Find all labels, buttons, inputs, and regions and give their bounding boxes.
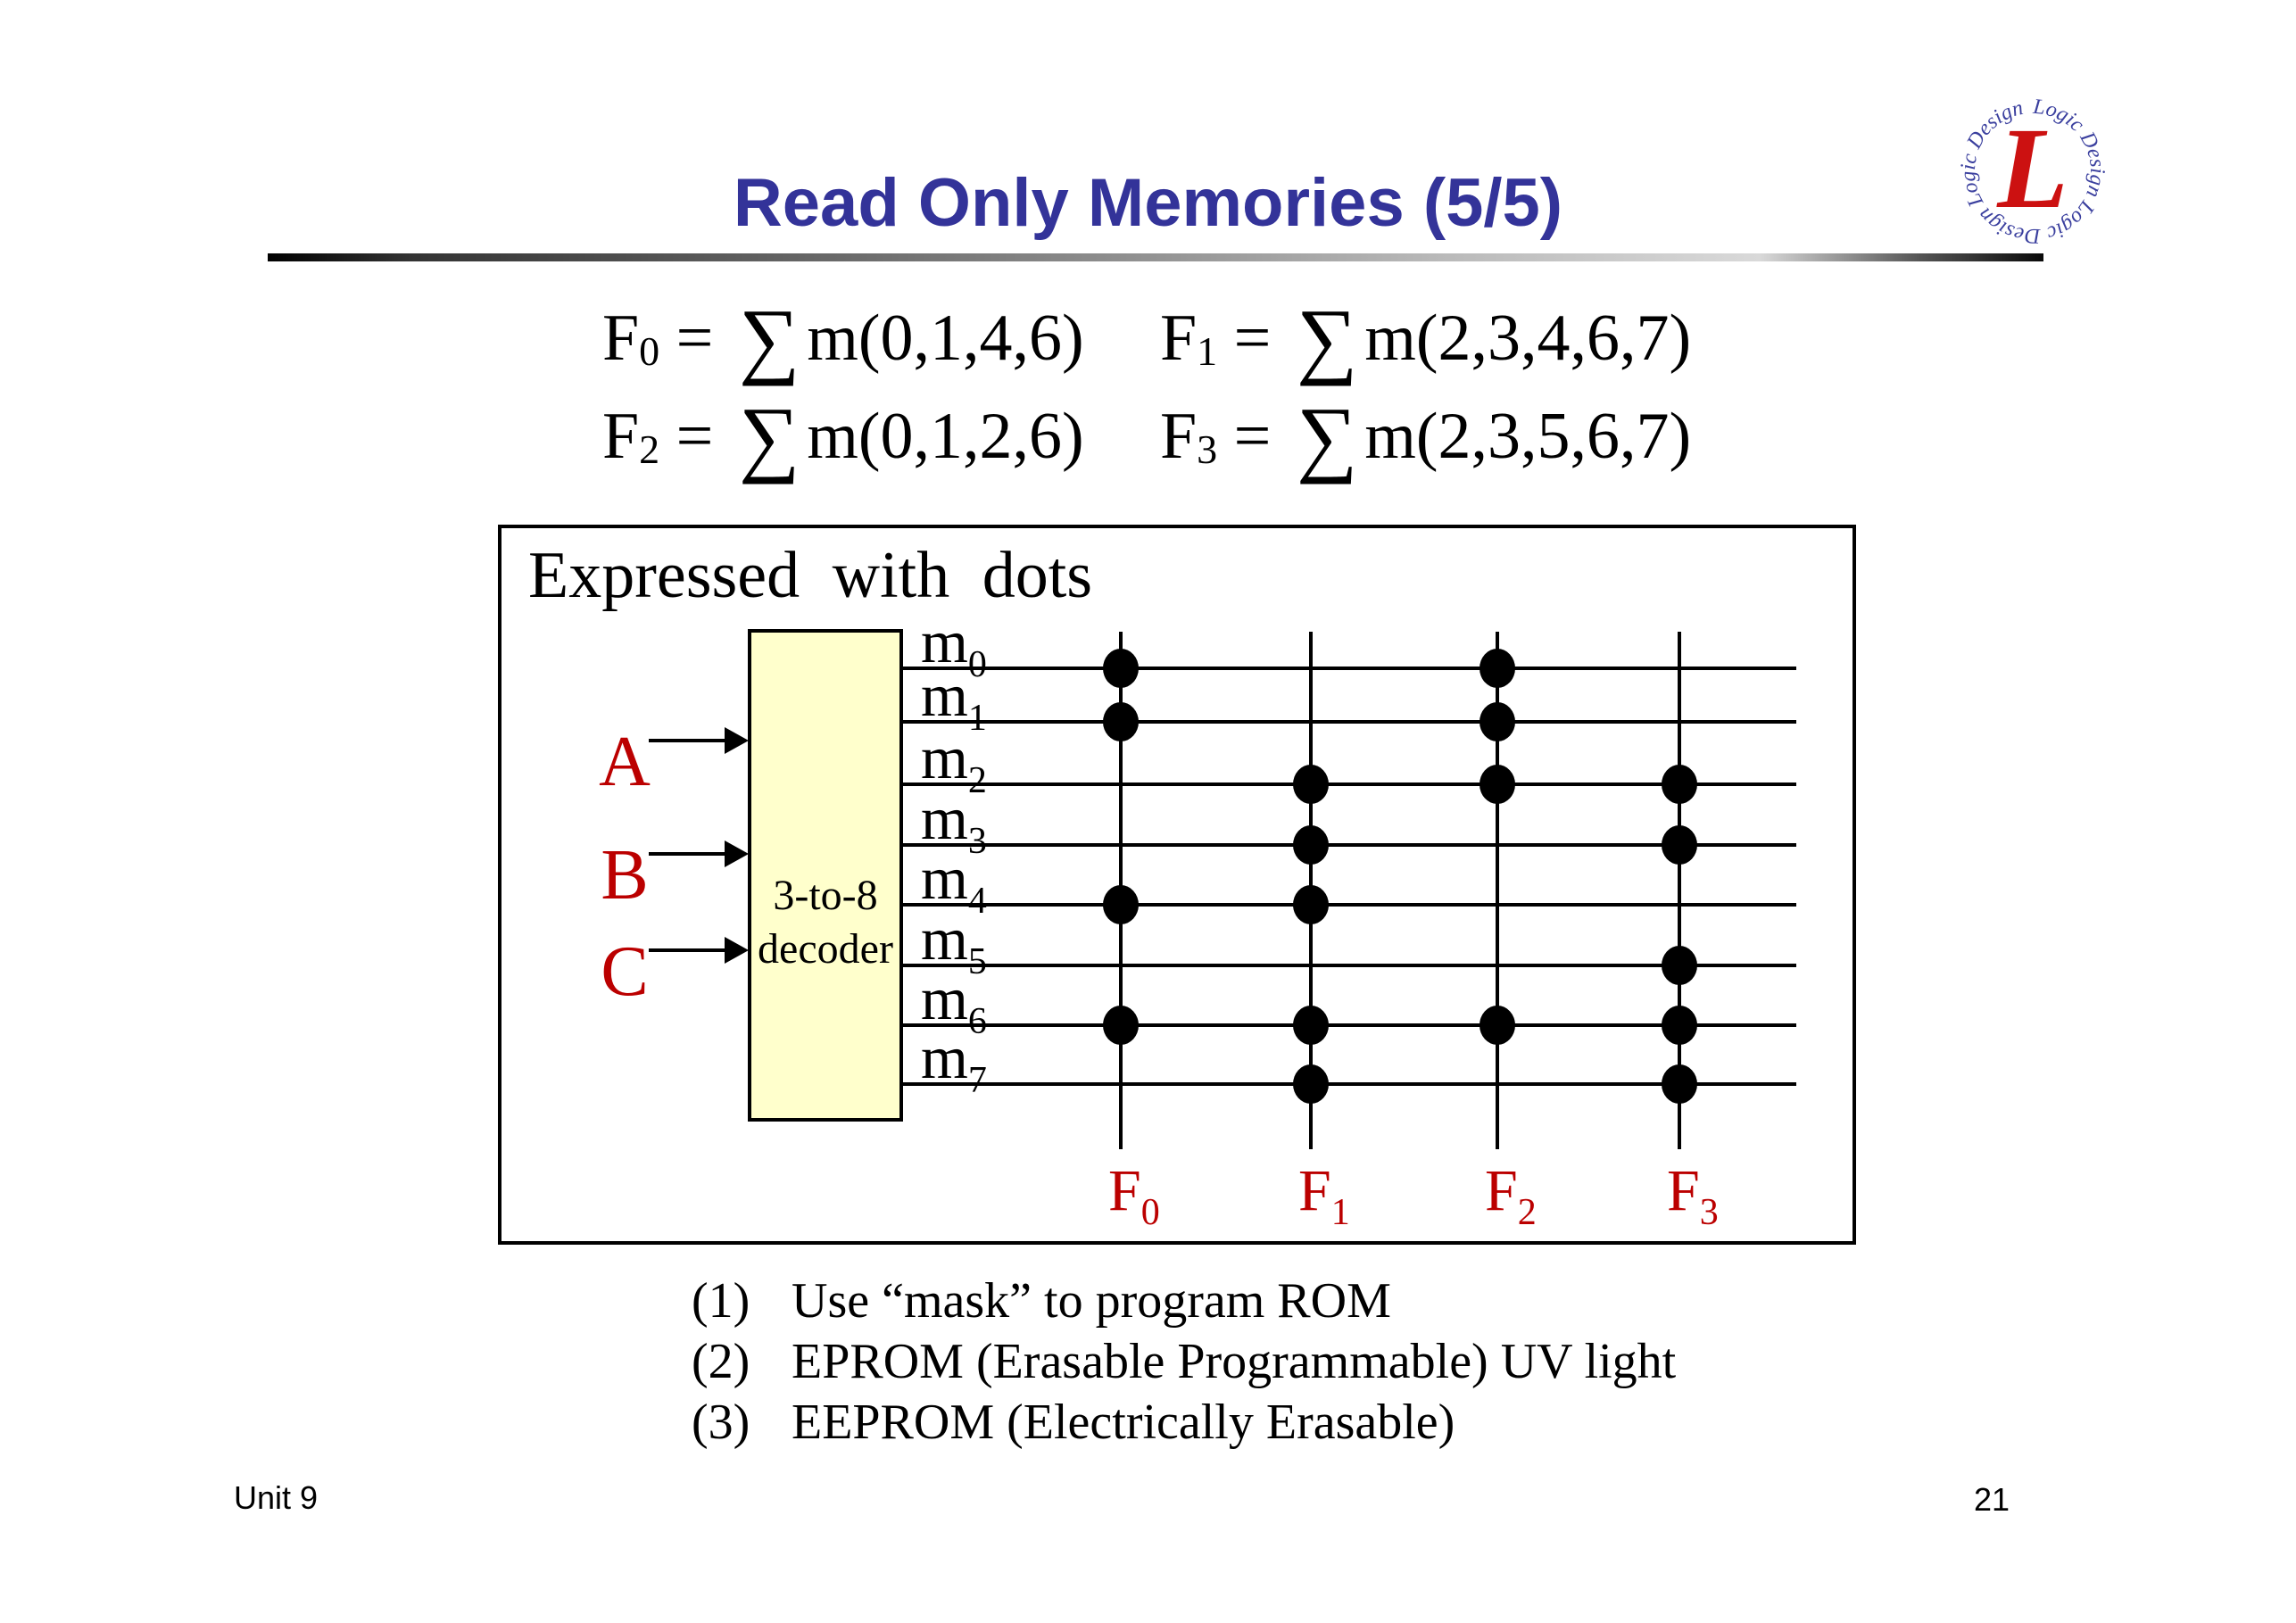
minterm-label-m4: m4 [921, 844, 987, 922]
sigma-symbol: ∑ [1296, 389, 1358, 484]
connection-dot-f1-m6 [1293, 1006, 1329, 1045]
minterm-line-m4 [903, 903, 1796, 907]
input-arrowhead-b [725, 840, 749, 867]
minterm-label-m3: m3 [921, 784, 987, 862]
diagram-caption: Expressed with dots [528, 539, 1093, 612]
minterm-line-m1 [903, 720, 1796, 724]
note-row-2: (2) EPROM (Erasable Programmable) UV ligh… [692, 1331, 1676, 1392]
equation-f3: F3 = ∑ m(2,3,5,6,7) [1160, 394, 1692, 490]
equation-f2: F2 = ∑ m(0,1,2,6) [602, 394, 1084, 490]
note-text: EEPROM (Electrically Erasable) [792, 1395, 1455, 1450]
equation-lhs: F2 [602, 400, 660, 473]
connection-dot-f3-m6 [1662, 1006, 1697, 1045]
decoder-label: 3-to-8 decoder [748, 869, 903, 976]
minterm-label-m2: m2 [921, 724, 987, 801]
note-number: (1) [692, 1273, 750, 1329]
sigma-symbol: ∑ [738, 291, 800, 386]
notes-list: (1) Use “mask” to program ROM (2) EPROM (Er… [692, 1271, 1676, 1453]
equation-lhs: F3 [1160, 400, 1218, 473]
input-arrowhead-a [725, 727, 749, 754]
output-label-f2: F2 [1485, 1158, 1537, 1233]
connection-dot-f0-m0 [1103, 649, 1139, 688]
output-label-f0: F0 [1108, 1158, 1160, 1233]
connection-dot-f0-m4 [1103, 885, 1139, 924]
output-line-f3 [1678, 632, 1681, 1149]
equals-sign: = [1217, 400, 1288, 473]
minterm-line-m7 [903, 1082, 1796, 1086]
output-label-f3: F3 [1667, 1158, 1719, 1233]
minterm-label-m6: m6 [921, 965, 987, 1042]
output-label-f1: F1 [1298, 1158, 1350, 1233]
connection-dot-f1-m4 [1293, 885, 1329, 924]
output-line-f2 [1496, 632, 1499, 1149]
equation-body: m(0,1,2,6) [807, 400, 1084, 473]
connection-dot-f2-m1 [1480, 702, 1515, 741]
connection-dot-f0-m1 [1103, 702, 1139, 741]
equation-f1: F1 = ∑ m(2,3,4,6,7) [1160, 296, 1692, 392]
equation-lhs: F1 [1160, 302, 1218, 375]
input-arrow-line-a [649, 739, 725, 742]
connection-dot-f1-m7 [1293, 1064, 1329, 1104]
connection-dot-f1-m2 [1293, 765, 1329, 804]
title-divider-rule [268, 253, 2043, 261]
minterm-label-m5: m5 [921, 905, 987, 982]
sigma-symbol: ∑ [1296, 291, 1358, 386]
connection-dot-f1-m3 [1293, 825, 1329, 865]
connection-dot-f2-m2 [1480, 765, 1515, 804]
connection-dot-f3-m5 [1662, 946, 1697, 985]
connection-dot-f2-m0 [1480, 649, 1515, 688]
equals-sign: = [659, 400, 730, 473]
equation-body: m(2,3,5,6,7) [1364, 400, 1692, 473]
note-text: Use “mask” to program ROM [792, 1273, 1391, 1329]
input-arrow-line-c [649, 948, 725, 952]
equals-sign: = [659, 302, 730, 375]
minterm-label-m1: m1 [921, 661, 987, 739]
note-row-3: (3) EEPROM (Electrically Erasable) [692, 1392, 1676, 1453]
input-arrowhead-c [725, 937, 749, 964]
note-text: EPROM (Erasable Programmable) UV light [792, 1334, 1677, 1389]
connection-dot-f3-m3 [1662, 825, 1697, 865]
minterm-line-m3 [903, 843, 1796, 847]
minterm-label-m0: m0 [921, 608, 987, 685]
decoder-block [748, 629, 903, 1122]
input-label-c: C [601, 932, 649, 1011]
note-number: (2) [692, 1334, 750, 1389]
note-number: (3) [692, 1395, 750, 1450]
decoder-label-line2: decoder [758, 925, 893, 973]
input-arrow-line-b [649, 852, 725, 856]
connection-dot-f3-m7 [1662, 1064, 1697, 1104]
logo-center-letter: L [1996, 104, 2068, 233]
decoder-label-line1: 3-to-8 [773, 872, 878, 919]
equation-lhs: F0 [602, 302, 660, 375]
connection-dot-f2-m6 [1480, 1006, 1515, 1045]
equation-body: m(0,1,4,6) [807, 302, 1084, 375]
input-label-a: A [599, 723, 651, 801]
note-row-1: (1) Use “mask” to program ROM [692, 1271, 1676, 1331]
footer-unit-label: Unit 9 [234, 1479, 319, 1516]
input-label-b: B [601, 836, 649, 915]
connection-dot-f0-m6 [1103, 1006, 1139, 1045]
minterm-line-m5 [903, 964, 1796, 967]
logic-design-logo: Logic Design Logic Design Logic Design L [1957, 95, 2109, 247]
equation-f0: F0 = ∑ m(0,1,4,6) [602, 296, 1084, 392]
minterm-line-m6 [903, 1023, 1796, 1027]
page-number: 21 [1974, 1481, 2010, 1518]
diagram-box: Expressed with dots 3-to-8 decoder m0 m1 m… [498, 525, 1856, 1245]
equals-sign: = [1217, 302, 1288, 375]
minterm-line-m2 [903, 783, 1796, 786]
sigma-symbol: ∑ [738, 389, 800, 484]
minterm-line-m0 [903, 667, 1796, 670]
connection-dot-f3-m2 [1662, 765, 1697, 804]
minterm-label-m7: m7 [921, 1023, 987, 1101]
equation-body: m(2,3,4,6,7) [1364, 302, 1692, 375]
slide-title: Read Only Memories (5/5) [733, 165, 1563, 241]
